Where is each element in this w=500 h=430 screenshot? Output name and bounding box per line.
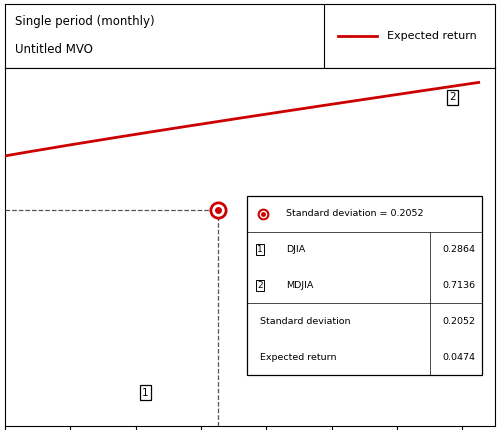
Text: 2: 2 <box>257 281 262 290</box>
Text: 0.2052: 0.2052 <box>442 317 476 326</box>
Text: Expected return: Expected return <box>387 31 477 41</box>
Text: Standard deviation: Standard deviation <box>260 317 350 326</box>
Text: 1: 1 <box>257 245 262 254</box>
Text: Untitled MVO: Untitled MVO <box>15 43 92 56</box>
Text: 0.0474: 0.0474 <box>442 353 476 362</box>
Text: Expected return: Expected return <box>260 353 336 362</box>
Text: 2: 2 <box>449 92 456 102</box>
Text: DJIA: DJIA <box>286 245 305 254</box>
Bar <box>246 196 482 375</box>
Text: 0.7136: 0.7136 <box>442 281 476 290</box>
Text: Single period (monthly): Single period (monthly) <box>15 15 154 28</box>
Text: 0.2864: 0.2864 <box>442 245 476 254</box>
Text: Standard deviation = 0.2052: Standard deviation = 0.2052 <box>286 209 424 218</box>
Text: MDJIA: MDJIA <box>286 281 314 290</box>
Text: 1: 1 <box>142 388 149 398</box>
